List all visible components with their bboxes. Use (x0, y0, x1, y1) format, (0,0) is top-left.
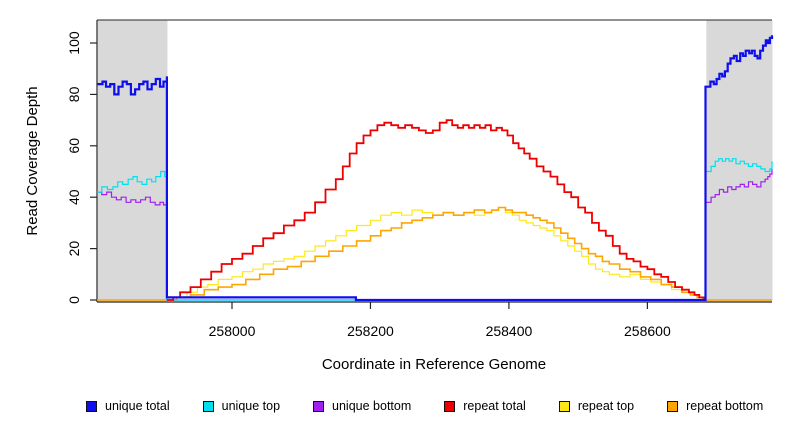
legend-swatch (667, 400, 679, 412)
legend-item-unique-total: unique total (86, 399, 170, 413)
legend: unique total unique top unique bottom repea… (86, 399, 763, 413)
series-line-unique-total (97, 35, 774, 302)
legend-item-repeat-top: repeat top (558, 399, 635, 413)
legend-label: unique total (105, 399, 170, 413)
x-tick-label: 258400 (486, 323, 533, 339)
series-line-unique-bottom (97, 168, 773, 301)
x-tick-label: 258200 (347, 323, 394, 339)
series-line-repeat-bottom (97, 206, 772, 301)
shaded-regions (97, 20, 773, 302)
legend-label: repeat total (463, 399, 526, 413)
y-tick-label: 100 (66, 31, 82, 55)
legend-swatch (86, 400, 97, 412)
y-tick-label: 0 (66, 296, 82, 304)
legend-swatch (444, 400, 456, 412)
y-axis-title: Read Coverage Depth (24, 86, 41, 235)
legend-item-repeat-total: repeat total (444, 399, 526, 413)
series-lines (97, 35, 774, 302)
legend-item-repeat-bottom: repeat bottom (667, 399, 763, 413)
y-tick-label: 20 (66, 241, 82, 257)
legend-label: repeat bottom (686, 399, 764, 413)
x-tick-label: 258000 (209, 323, 256, 339)
series-line-repeat-total (166, 119, 706, 301)
legend-item-unique-bottom: unique bottom (313, 399, 411, 413)
legend-item-unique-top: unique top (202, 399, 281, 413)
shaded-region-left-flank (97, 20, 168, 302)
legend-swatch (202, 400, 214, 412)
y-tick-label: 80 (66, 86, 82, 102)
series-line-unique-top (97, 158, 773, 301)
legend-label: repeat top (577, 399, 635, 413)
plot-box (96, 19, 772, 303)
x-axis-title: Coordinate in Reference Genome (322, 356, 546, 373)
legend-label: unique bottom (332, 399, 412, 413)
legend-label: unique top (221, 399, 281, 413)
y-tick-label: 40 (66, 189, 82, 205)
legend-swatch (558, 400, 570, 412)
legend-swatch (313, 400, 325, 412)
y-tick-label: 60 (66, 138, 82, 154)
series-line-repeat-top (166, 206, 705, 301)
axes: 258000 258200 258400 258600 0 20 40 60 80 100 (66, 31, 671, 339)
x-tick-label: 258600 (624, 323, 671, 339)
